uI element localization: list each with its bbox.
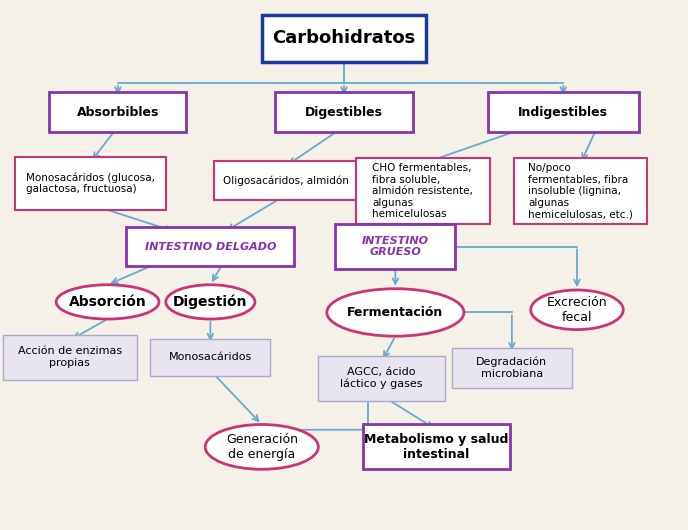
FancyBboxPatch shape bbox=[15, 157, 166, 210]
Text: No/poco
fermentables, fibra
insoluble (lignina,
algunas
hemicelulosas, etc.): No/poco fermentables, fibra insoluble (l… bbox=[528, 163, 633, 219]
Text: Carbohidratos: Carbohidratos bbox=[272, 29, 416, 47]
FancyBboxPatch shape bbox=[127, 227, 294, 266]
Text: Excreción
fecal: Excreción fecal bbox=[547, 296, 608, 324]
Text: Monosacáridos: Monosacáridos bbox=[169, 352, 252, 363]
Text: Monosacáridos (glucosa,
galactosa, fructuosa): Monosacáridos (glucosa, galactosa, fruct… bbox=[26, 172, 155, 195]
FancyBboxPatch shape bbox=[452, 348, 572, 387]
Text: CHO fermentables,
fibra soluble,
almidón resistente,
algunas
hemicelulosas: CHO fermentables, fibra soluble, almidón… bbox=[372, 163, 473, 219]
FancyBboxPatch shape bbox=[3, 335, 137, 379]
Ellipse shape bbox=[327, 289, 464, 336]
FancyBboxPatch shape bbox=[514, 158, 647, 224]
Text: Fermentación: Fermentación bbox=[347, 306, 444, 319]
FancyBboxPatch shape bbox=[214, 161, 358, 200]
FancyBboxPatch shape bbox=[336, 224, 455, 269]
FancyBboxPatch shape bbox=[356, 158, 490, 224]
Ellipse shape bbox=[205, 425, 319, 469]
Text: Absorbibles: Absorbibles bbox=[76, 105, 159, 119]
Text: Digestibles: Digestibles bbox=[305, 105, 383, 119]
Text: Degradación
microbiana: Degradación microbiana bbox=[476, 357, 548, 379]
FancyBboxPatch shape bbox=[363, 425, 510, 469]
Text: Digestión: Digestión bbox=[173, 295, 248, 309]
FancyBboxPatch shape bbox=[488, 92, 638, 132]
Text: Acción de enzimas
propias: Acción de enzimas propias bbox=[18, 347, 122, 368]
FancyBboxPatch shape bbox=[319, 356, 445, 401]
Text: Oligosacáridos, almidón: Oligosacáridos, almidón bbox=[223, 175, 349, 186]
Text: Metabolismo y salud
intestinal: Metabolismo y salud intestinal bbox=[365, 433, 508, 461]
Ellipse shape bbox=[166, 285, 255, 319]
Text: AGCC, ácido
láctico y gases: AGCC, ácido láctico y gases bbox=[341, 367, 423, 390]
Ellipse shape bbox=[530, 290, 623, 330]
FancyBboxPatch shape bbox=[50, 92, 186, 132]
Text: INTESTINO
GRUESO: INTESTINO GRUESO bbox=[362, 236, 429, 258]
Text: Generación
de energía: Generación de energía bbox=[226, 433, 298, 461]
FancyBboxPatch shape bbox=[261, 14, 427, 62]
FancyBboxPatch shape bbox=[275, 92, 413, 132]
FancyBboxPatch shape bbox=[151, 339, 270, 376]
Ellipse shape bbox=[56, 285, 159, 319]
Text: Indigestibles: Indigestibles bbox=[518, 105, 608, 119]
Text: INTESTINO DELGADO: INTESTINO DELGADO bbox=[144, 242, 276, 252]
Text: Absorción: Absorción bbox=[69, 295, 147, 309]
